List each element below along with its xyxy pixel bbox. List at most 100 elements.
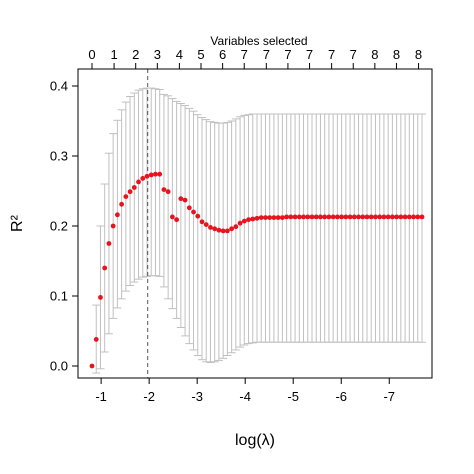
y-tick-label: 0.1 [50, 289, 68, 304]
y-tick-label: 0.3 [50, 149, 68, 164]
data-point [119, 201, 125, 207]
error-bar [176, 103, 185, 328]
error-bar [401, 113, 410, 343]
top-tick-label: 0 [88, 47, 95, 62]
top-tick-label: 3 [154, 47, 161, 62]
data-point [123, 194, 129, 200]
error-bar [265, 113, 274, 343]
data-point [250, 216, 256, 222]
error-bar [278, 113, 287, 343]
error-bar [363, 113, 371, 343]
error-bar [143, 87, 151, 277]
data-point [110, 223, 116, 229]
error-bar [308, 113, 316, 343]
error-bar [320, 113, 329, 343]
data-point [102, 265, 108, 271]
data-point [309, 214, 315, 220]
error-bar [418, 113, 426, 343]
error-bars-layer [92, 87, 426, 374]
data-point [254, 215, 260, 221]
error-bar [193, 114, 202, 356]
data-point [351, 214, 357, 220]
error-bar [375, 113, 384, 343]
error-bar [257, 113, 266, 343]
data-point [114, 212, 120, 218]
data-point [169, 214, 175, 220]
data-point [415, 214, 421, 220]
top-tick-label: 5 [197, 47, 204, 62]
error-bar [346, 113, 355, 343]
error-bar [358, 113, 367, 343]
data-point [347, 214, 353, 220]
data-point [191, 209, 196, 215]
x-tick-label: -2 [143, 389, 155, 404]
data-point [182, 197, 188, 203]
data-point [267, 215, 273, 221]
data-point [402, 214, 408, 220]
data-point [398, 214, 404, 220]
error-bar [198, 117, 206, 361]
error-bar [189, 110, 198, 351]
error-bar [316, 113, 325, 343]
error-bar [392, 113, 401, 343]
data-point [389, 214, 395, 220]
error-bar [248, 113, 257, 344]
data-point [229, 226, 235, 232]
error-bar [134, 89, 143, 280]
error-bar [227, 120, 236, 354]
error-bar [384, 113, 393, 343]
data-point [364, 214, 370, 220]
data-point [220, 228, 226, 234]
error-bar [324, 113, 333, 343]
error-bar [371, 113, 380, 343]
plot-frame [77, 68, 433, 379]
error-bar [253, 113, 261, 343]
error-bar [172, 100, 181, 319]
error-bar [138, 88, 147, 278]
data-point [106, 241, 112, 246]
data-point [288, 214, 294, 220]
error-bar [409, 113, 418, 343]
error-bar [155, 89, 164, 277]
error-bar [261, 113, 270, 343]
data-point [258, 215, 264, 221]
data-point [296, 214, 302, 220]
y-axis: 0.0 0.1 0.2 0.3 0.4 [50, 79, 79, 374]
top-tick-label: 8 [371, 47, 378, 62]
error-bar [214, 122, 223, 361]
data-point [140, 176, 146, 181]
error-bar [329, 113, 338, 343]
error-bar [240, 114, 249, 346]
error-bar [231, 118, 240, 351]
data-point [153, 171, 158, 177]
y-axis-label: R² [9, 214, 26, 232]
top-tick-label: 7 [328, 47, 335, 62]
y-tick-label: 0.4 [50, 79, 68, 94]
data-point [284, 214, 290, 220]
data-point [186, 205, 192, 211]
data-point [165, 189, 171, 195]
x-tick-label: -7 [383, 389, 395, 404]
data-point [233, 224, 239, 230]
top-tick-label: 4 [176, 47, 183, 62]
error-bar [202, 119, 211, 363]
error-bar [291, 113, 300, 343]
data-point [212, 226, 218, 232]
data-point [322, 214, 328, 220]
x-tick-label: -3 [191, 389, 203, 404]
top-tick-label: 7 [263, 47, 270, 62]
top-tick-label: 8 [393, 47, 400, 62]
y-tick-label: 0.2 [50, 219, 68, 234]
data-point [305, 214, 311, 220]
data-point [136, 179, 141, 185]
error-bar [350, 113, 359, 343]
error-bar [269, 113, 278, 343]
top-tick-label: 7 [284, 47, 291, 62]
data-point [301, 214, 306, 220]
error-bar [388, 113, 397, 343]
data-point [381, 214, 387, 220]
error-bar [312, 113, 321, 343]
top-tick-label: 1 [110, 47, 117, 62]
error-bar [282, 113, 291, 343]
